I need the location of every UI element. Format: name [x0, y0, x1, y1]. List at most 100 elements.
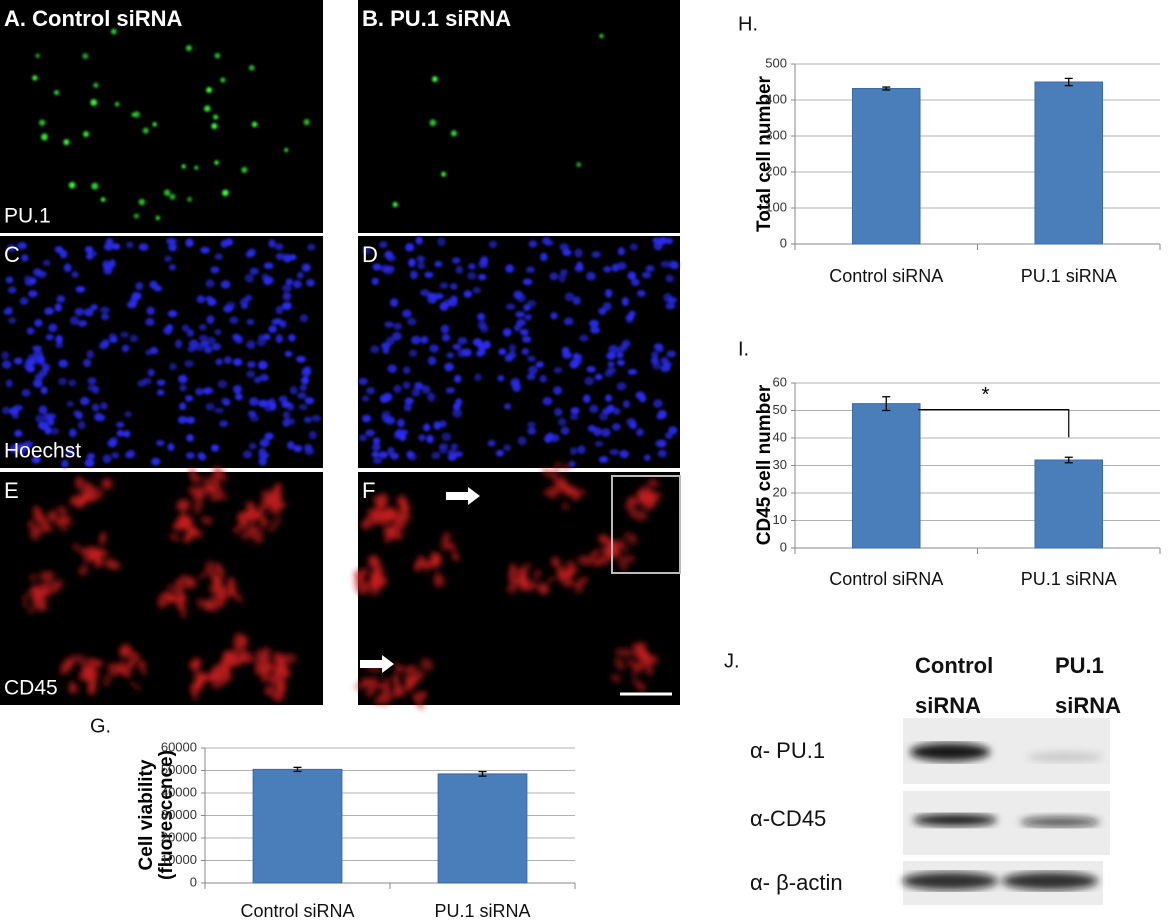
- stained-nucleus: [131, 292, 142, 301]
- stained-nucleus: [304, 397, 315, 405]
- stained-nucleus: [69, 316, 79, 325]
- stained-nucleus: [298, 404, 308, 411]
- stained-cell: [260, 661, 272, 674]
- stained-nucleus: [108, 259, 116, 269]
- bar: [1034, 459, 1104, 549]
- stained-nucleus: [66, 400, 74, 407]
- stained-nucleus: [244, 274, 254, 283]
- stained-cell: [648, 479, 659, 488]
- stained-nucleus: [120, 331, 129, 338]
- stained-nucleus: [196, 295, 206, 304]
- stained-cell: [244, 511, 256, 520]
- stained-nucleus: [54, 246, 64, 254]
- stained-nucleus: [156, 389, 165, 396]
- stained-nucleus: [666, 350, 676, 358]
- stained-nucleus: [378, 451, 388, 459]
- stained-cell: [172, 520, 183, 532]
- stained-nucleus: [651, 351, 659, 359]
- cell-layer: [1, 237, 321, 469]
- stained-nucleus: [288, 333, 296, 342]
- stained-nucleus: [242, 450, 253, 459]
- stained-nucleus: [34, 319, 43, 327]
- stained-cell: [233, 632, 242, 649]
- stained-cell: [632, 643, 649, 658]
- stained-nucleus: [281, 284, 292, 292]
- stained-nucleus: [258, 399, 268, 408]
- stained-nucleus: [163, 189, 171, 196]
- stained-nucleus: [409, 349, 417, 357]
- stained-cell: [541, 468, 558, 480]
- stained-nucleus: [553, 386, 563, 395]
- stained-cell: [176, 499, 190, 512]
- stained-nucleus: [90, 304, 98, 311]
- stained-nucleus: [282, 291, 292, 301]
- stained-nucleus: [307, 243, 316, 251]
- stained-nucleus: [621, 297, 629, 306]
- stained-nucleus: [5, 306, 13, 314]
- stained-nucleus: [40, 133, 48, 141]
- stained-nucleus: [516, 319, 526, 327]
- stained-nucleus: [275, 252, 285, 261]
- stained-nucleus: [662, 361, 672, 369]
- stained-cell: [84, 483, 97, 495]
- stained-nucleus: [616, 359, 625, 366]
- micrograph: A. Control siRNA PU.1: [0, 0, 323, 233]
- stained-nucleus: [223, 304, 233, 313]
- stained-nucleus: [219, 420, 229, 428]
- micrograph: D: [358, 236, 680, 468]
- stained-nucleus: [274, 243, 284, 251]
- stained-cell: [249, 525, 264, 544]
- stained-cell: [190, 660, 201, 671]
- stained-nucleus: [299, 384, 307, 392]
- stained-nucleus: [234, 393, 243, 401]
- stained-nucleus: [658, 439, 667, 448]
- stained-nucleus: [204, 387, 214, 394]
- stained-nucleus: [365, 429, 375, 437]
- stained-nucleus: [46, 413, 56, 420]
- stained-nucleus: [135, 282, 144, 291]
- y-tick-label: 50: [773, 402, 787, 417]
- stained-nucleus: [569, 361, 579, 369]
- stained-nucleus: [292, 280, 302, 289]
- stained-cell: [33, 590, 43, 601]
- stained-nucleus: [574, 248, 583, 258]
- stained-nucleus: [372, 457, 382, 464]
- stained-nucleus: [253, 376, 261, 384]
- stained-nucleus: [405, 243, 415, 252]
- stained-nucleus: [101, 313, 110, 321]
- stained-cell: [204, 478, 211, 486]
- stained-nucleus: [591, 251, 601, 258]
- significance-label: *: [982, 384, 990, 406]
- stained-cell: [451, 551, 459, 562]
- stained-nucleus: [54, 90, 60, 96]
- stained-nucleus: [358, 377, 368, 386]
- stained-nucleus: [179, 402, 187, 411]
- stained-cell: [274, 656, 289, 662]
- stained-nucleus: [441, 171, 447, 177]
- error-bar: [478, 770, 487, 777]
- stained-nucleus: [420, 335, 429, 344]
- stained-nucleus: [589, 404, 599, 413]
- stained-nucleus: [5, 276, 14, 284]
- stained-nucleus: [508, 350, 517, 359]
- stained-cell: [167, 583, 182, 597]
- stained-nucleus: [616, 261, 627, 271]
- stained-cell: [547, 575, 556, 584]
- stained-cell: [139, 661, 147, 676]
- stained-cell: [205, 560, 219, 578]
- stained-nucleus: [645, 265, 655, 272]
- stained-nucleus: [439, 282, 449, 289]
- stained-cell: [264, 685, 276, 697]
- stained-nucleus: [447, 449, 457, 456]
- stained-nucleus: [594, 440, 604, 447]
- stained-nucleus: [397, 418, 405, 428]
- stained-nucleus: [631, 278, 640, 287]
- y-axis-label: Cell viability: [136, 759, 157, 870]
- stained-nucleus: [439, 302, 449, 311]
- stained-nucleus: [478, 342, 486, 352]
- micrograph-label: C: [4, 242, 20, 267]
- stained-nucleus: [660, 260, 671, 268]
- stained-nucleus: [195, 387, 205, 396]
- stained-nucleus: [572, 296, 581, 305]
